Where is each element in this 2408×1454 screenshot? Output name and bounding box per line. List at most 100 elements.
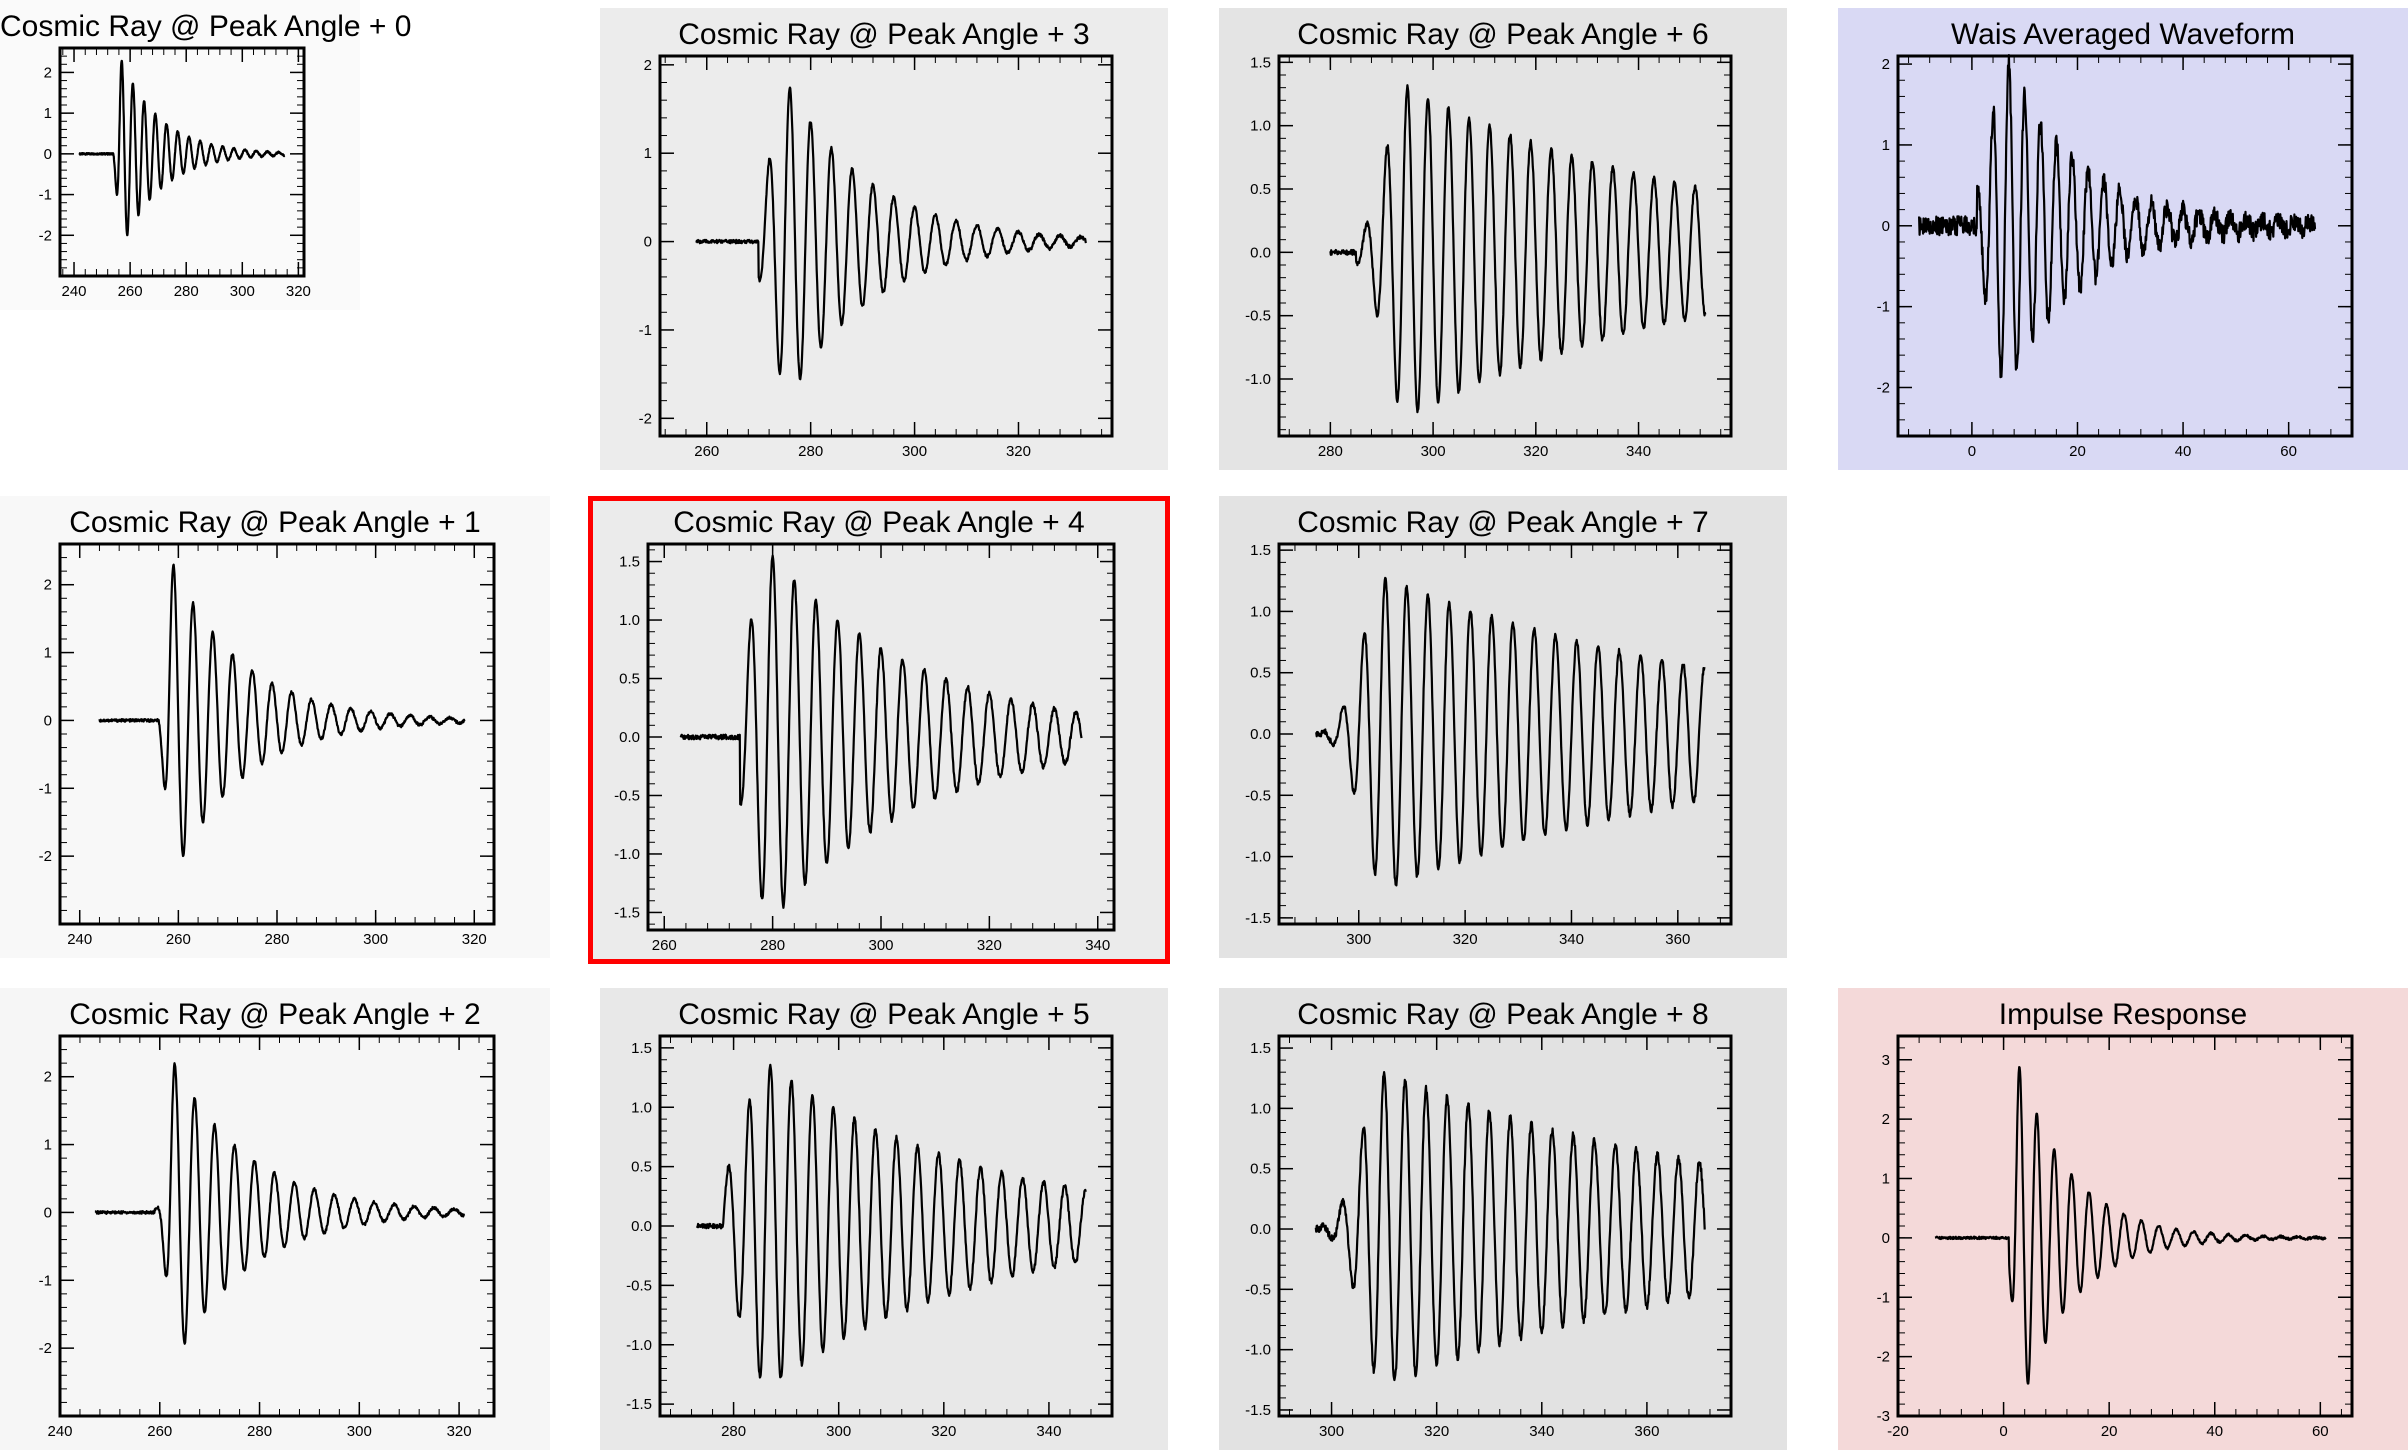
x-tick-label: 240 — [67, 931, 92, 948]
y-tick-label: 1.5 — [1250, 1040, 1271, 1057]
y-tick-label: -0.5 — [1245, 308, 1271, 325]
waveform-line — [679, 554, 1083, 909]
x-tick-label: 280 — [174, 283, 199, 300]
x-tick-label: 280 — [247, 1423, 272, 1440]
plot-frame — [1277, 542, 1733, 926]
y-tick-label: 2 — [1882, 1111, 1890, 1128]
y-tick-label: 1 — [44, 645, 52, 662]
y-tick-label: 1.0 — [631, 1099, 652, 1116]
x-tick-label: 260 — [118, 283, 143, 300]
y-tick-label: 2 — [44, 577, 52, 594]
plot-frame — [658, 1034, 1114, 1418]
x-tick-label: 60 — [2280, 443, 2297, 460]
x-tick-label: 60 — [2312, 1423, 2329, 1440]
y-tick-label: 0 — [644, 234, 652, 251]
y-tick-label: -1.5 — [1245, 1402, 1271, 1419]
plot-frame — [1896, 1034, 2354, 1418]
y-tick-label: -1 — [639, 322, 652, 339]
y-tick-label: -1.0 — [1245, 1342, 1271, 1359]
panel-peak-angle-6: Cosmic Ray @ Peak Angle + 6 1.5 1.0 0.5 0.0… — [1219, 8, 1787, 470]
chart-title: Cosmic Ray @ Peak Angle + 3 — [678, 18, 1090, 51]
y-tick-label: -2 — [1877, 1349, 1890, 1366]
waveform-line — [78, 59, 286, 237]
panel-peak-angle-8: Cosmic Ray @ Peak Angle + 8 1.5 1.0 0.5 0.0… — [1219, 988, 1787, 1450]
x-tick-label: 40 — [2206, 1423, 2223, 1440]
waveform-line — [1314, 1070, 1706, 1382]
x-tick-label: 20 — [2101, 1423, 2118, 1440]
y-tick-label: -3 — [1877, 1408, 1890, 1425]
chart-plot: 2 1 0 -1 -2 240 260 280 300 320 — [39, 46, 311, 300]
chart-title: Cosmic Ray @ Peak Angle + 5 — [678, 998, 1090, 1031]
x-tick-label: 300 — [363, 931, 388, 948]
waveform-line — [1329, 84, 1707, 414]
x-tick-label: 0 — [1968, 443, 1976, 460]
x-tick-label: 300 — [902, 443, 927, 460]
x-tick-label: 240 — [47, 1423, 72, 1440]
x-tick-label: 360 — [1634, 1423, 1659, 1440]
chart-title: Cosmic Ray @ Peak Angle + 7 — [1297, 506, 1709, 539]
y-tick-label: -1.5 — [1245, 910, 1271, 927]
chart-title: Cosmic Ray @ Peak Angle + 4 — [673, 506, 1085, 539]
x-tick-label: 260 — [166, 931, 191, 948]
plot-frame — [658, 54, 1114, 438]
x-tick-label: 340 — [1626, 443, 1651, 460]
y-tick-label: -1.0 — [626, 1337, 652, 1354]
y-tick-label: 1.5 — [1250, 54, 1271, 71]
waveform-line — [94, 1062, 466, 1345]
y-tick-label: 1 — [44, 1137, 52, 1154]
x-tick-label: 0 — [1999, 1423, 2007, 1440]
x-tick-label: 340 — [1529, 1423, 1554, 1440]
x-tick-label: 300 — [826, 1423, 851, 1440]
chart-plot: 2 1 0 -1 -2 260 280 300 320 — [639, 54, 1114, 460]
y-tick-label: -0.5 — [1245, 787, 1271, 804]
y-tick-label: -1.5 — [614, 904, 640, 921]
x-tick-label: 320 — [931, 1423, 956, 1440]
y-tick-label: -0.5 — [614, 787, 640, 804]
panel-peak-angle-0: Cosmic Ray @ Peak Angle + 0 2 1 0 -1 -2 240 26… — [0, 0, 412, 310]
chart-plot: 1.5 1.0 0.5 0.0 -0.5 -1.0 -1.5 280 300 320 340 — [626, 1034, 1114, 1440]
chart-title: Cosmic Ray @ Peak Angle + 2 — [69, 998, 481, 1031]
chart-title: Cosmic Ray @ Peak Angle + 1 — [69, 506, 481, 539]
y-tick-label: 2 — [1882, 56, 1890, 73]
x-tick-label: 20 — [2069, 443, 2086, 460]
x-tick-label: 280 — [264, 931, 289, 948]
y-tick-label: 0 — [44, 712, 52, 729]
x-tick-label: 300 — [1346, 931, 1371, 948]
plot-frame — [1277, 54, 1733, 438]
y-tick-label: -1.5 — [626, 1396, 652, 1413]
y-tick-label: 0.5 — [1250, 1161, 1271, 1178]
chart-title: Cosmic Ray @ Peak Angle + 6 — [1297, 18, 1709, 51]
y-tick-label: 0.0 — [1250, 244, 1271, 261]
panel-impulse-response: Impulse Response 3 2 1 0 -1 -2 -3 -20 0 20 40 60 — [1838, 988, 2408, 1450]
y-tick-label: -1 — [1877, 299, 1890, 316]
x-tick-label: 280 — [1318, 443, 1343, 460]
x-tick-label: 240 — [62, 283, 87, 300]
y-tick-label: -1 — [1877, 1289, 1890, 1306]
panel-peak-angle-2: Cosmic Ray @ Peak Angle + 2 2 1 0 -1 -2 240 26… — [0, 988, 550, 1450]
x-tick-label: 300 — [230, 283, 255, 300]
chart-title: Cosmic Ray @ Peak Angle + 0 — [0, 10, 412, 43]
chart-plot: 2 1 0 -1 -2 240 260 280 300 320 — [39, 1034, 496, 1440]
waveform-line — [98, 563, 466, 858]
x-tick-label: 320 — [1523, 443, 1548, 460]
y-tick-label: -2 — [1877, 379, 1890, 396]
y-tick-label: 1.0 — [1250, 118, 1271, 135]
y-tick-label: 0.5 — [631, 1159, 652, 1176]
x-tick-label: 360 — [1665, 931, 1690, 948]
x-tick-label: 320 — [1424, 1423, 1449, 1440]
chart-plot: 2 1 0 -1 -2 0 20 40 60 — [1877, 53, 2354, 460]
x-tick-label: 340 — [1085, 937, 1110, 954]
waveform-line — [1315, 576, 1706, 887]
x-tick-label: 300 — [1319, 1423, 1344, 1440]
y-tick-label: -1.0 — [1245, 371, 1271, 388]
y-tick-label: -1.0 — [1245, 849, 1271, 866]
x-tick-label: 260 — [652, 937, 677, 954]
y-tick-label: 1.5 — [619, 554, 640, 571]
x-tick-label: -20 — [1887, 1423, 1909, 1440]
x-tick-label: 320 — [1006, 443, 1031, 460]
x-tick-label: 280 — [760, 937, 785, 954]
plot-frame — [58, 1034, 496, 1418]
y-tick-label: 0 — [1882, 218, 1890, 235]
y-tick-label: -0.5 — [1245, 1281, 1271, 1298]
y-tick-label: 2 — [44, 64, 52, 81]
